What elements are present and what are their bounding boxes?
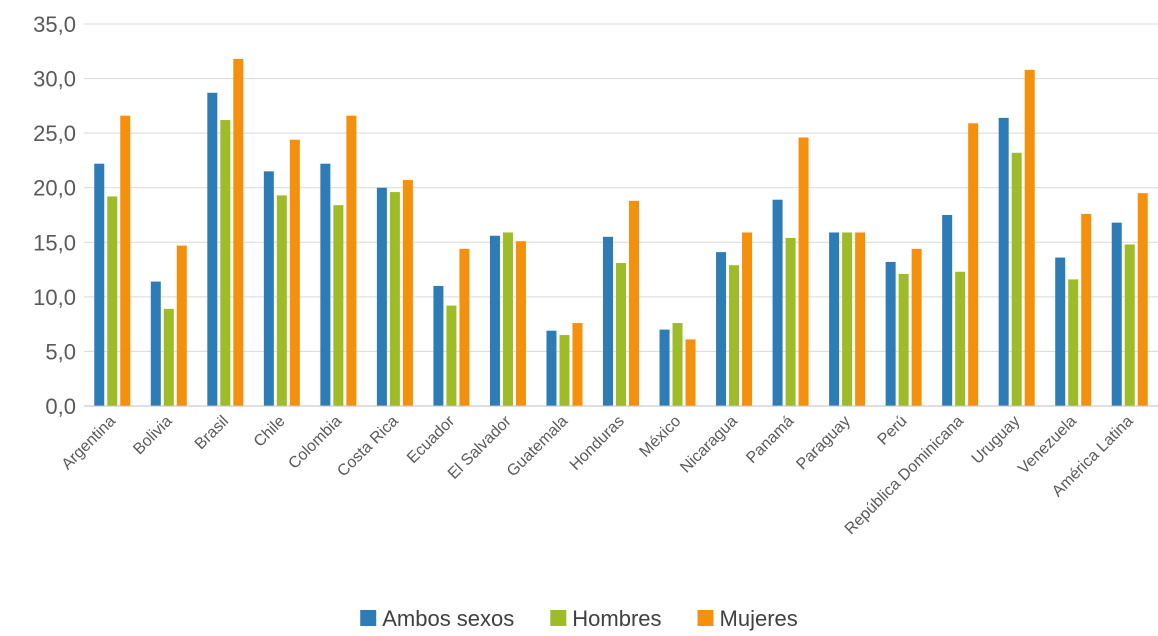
bar	[559, 335, 570, 406]
bar	[672, 323, 683, 406]
bar	[1068, 279, 1079, 406]
bar	[489, 235, 500, 406]
legend-swatch	[550, 610, 567, 626]
bar	[276, 195, 287, 406]
bar	[842, 232, 853, 406]
bar	[346, 115, 357, 407]
bar	[120, 115, 131, 407]
bar	[998, 117, 1009, 406]
x-tick-label: Paraguay	[793, 413, 853, 473]
bar	[207, 92, 218, 406]
bar	[459, 248, 470, 406]
bar	[911, 248, 922, 406]
bar	[515, 241, 526, 406]
bar	[1055, 257, 1066, 406]
x-tick-label: Argentina	[59, 413, 120, 474]
bar	[829, 232, 840, 406]
bar	[685, 339, 696, 406]
bar	[94, 163, 105, 406]
bar	[785, 237, 796, 406]
bar	[176, 245, 187, 406]
legend: Ambos sexos Hombres Mujeres	[360, 606, 798, 631]
gridlines	[84, 23, 1158, 352]
x-tick-label: Brasil	[192, 413, 232, 453]
bar	[572, 323, 583, 406]
x-tick-label: Colombia	[285, 413, 345, 473]
y-tick-label: 20,0	[33, 176, 76, 201]
x-axis-tick-labels: Argentina Bolivia Brasil ChileColombiaCosta…	[59, 412, 1137, 538]
x-tick-label: Guatemala	[504, 413, 571, 480]
y-tick-label: 25,0	[33, 121, 76, 146]
legend-swatch	[360, 610, 377, 626]
legend-item: Ambos sexos	[360, 606, 514, 631]
legend-label: Mujeres	[720, 606, 798, 631]
bar	[163, 308, 174, 406]
bar	[402, 180, 413, 406]
bar	[389, 192, 400, 406]
bar	[942, 215, 953, 406]
bar	[107, 196, 118, 406]
y-tick-label: 30,0	[33, 67, 76, 92]
y-tick-label: 0,0	[45, 394, 76, 419]
bar	[729, 265, 740, 406]
x-tick-label: Bolivia	[130, 413, 175, 458]
x-tick-label: Ecuador	[404, 412, 459, 467]
x-tick-label: Costa Rica	[334, 413, 401, 480]
legend-swatch	[697, 610, 714, 626]
bar	[616, 263, 626, 406]
bar	[742, 232, 753, 406]
bar	[376, 187, 387, 406]
legend-label: Ambos sexos	[382, 606, 514, 631]
bar	[798, 137, 809, 406]
bar	[955, 271, 966, 406]
bar	[433, 285, 444, 406]
bar	[1024, 69, 1035, 406]
x-tick-label: Honduras	[567, 413, 628, 474]
bar	[546, 330, 557, 406]
y-tick-label: 10,0	[33, 285, 76, 310]
bar	[1124, 244, 1135, 406]
bar	[855, 232, 866, 406]
y-axis-tick-labels: 0,0 5,0 10,0 15,0 20,0 25,0 30,0 35,0	[33, 12, 76, 419]
bar	[1081, 213, 1092, 406]
legend-item: Mujeres	[697, 606, 798, 631]
bar	[220, 120, 231, 406]
bar	[1137, 193, 1148, 406]
bar	[446, 305, 457, 406]
bar	[233, 58, 244, 406]
x-tick-label: República Dominicana	[842, 413, 967, 538]
legend-item: Hombres	[550, 606, 662, 631]
bar	[1011, 152, 1022, 406]
y-tick-label: 35,0	[33, 12, 76, 37]
bar	[289, 139, 300, 407]
bar	[502, 232, 513, 406]
bar	[716, 252, 727, 406]
bar	[898, 273, 909, 406]
bar	[263, 171, 274, 406]
y-tick-label: 15,0	[33, 230, 76, 255]
bar	[320, 163, 331, 406]
x-tick-label: México	[636, 413, 684, 461]
bar	[333, 205, 344, 406]
x-tick-label: Uruguay	[969, 413, 1024, 468]
bar	[772, 199, 783, 406]
x-tick-label: Nicaragua	[677, 413, 741, 477]
bar	[968, 123, 979, 406]
x-tick-label: Chile	[251, 413, 289, 451]
bar	[629, 200, 639, 406]
x-tick-label: Perú	[875, 413, 911, 449]
x-tick-label: Panamá	[743, 413, 797, 467]
bar	[885, 261, 896, 406]
bar	[659, 329, 670, 406]
bar	[1111, 222, 1122, 406]
legend-label: Hombres	[572, 606, 661, 631]
bar	[150, 281, 161, 406]
bars	[94, 58, 1148, 407]
bar	[603, 236, 613, 406]
y-tick-label: 5,0	[45, 339, 76, 364]
